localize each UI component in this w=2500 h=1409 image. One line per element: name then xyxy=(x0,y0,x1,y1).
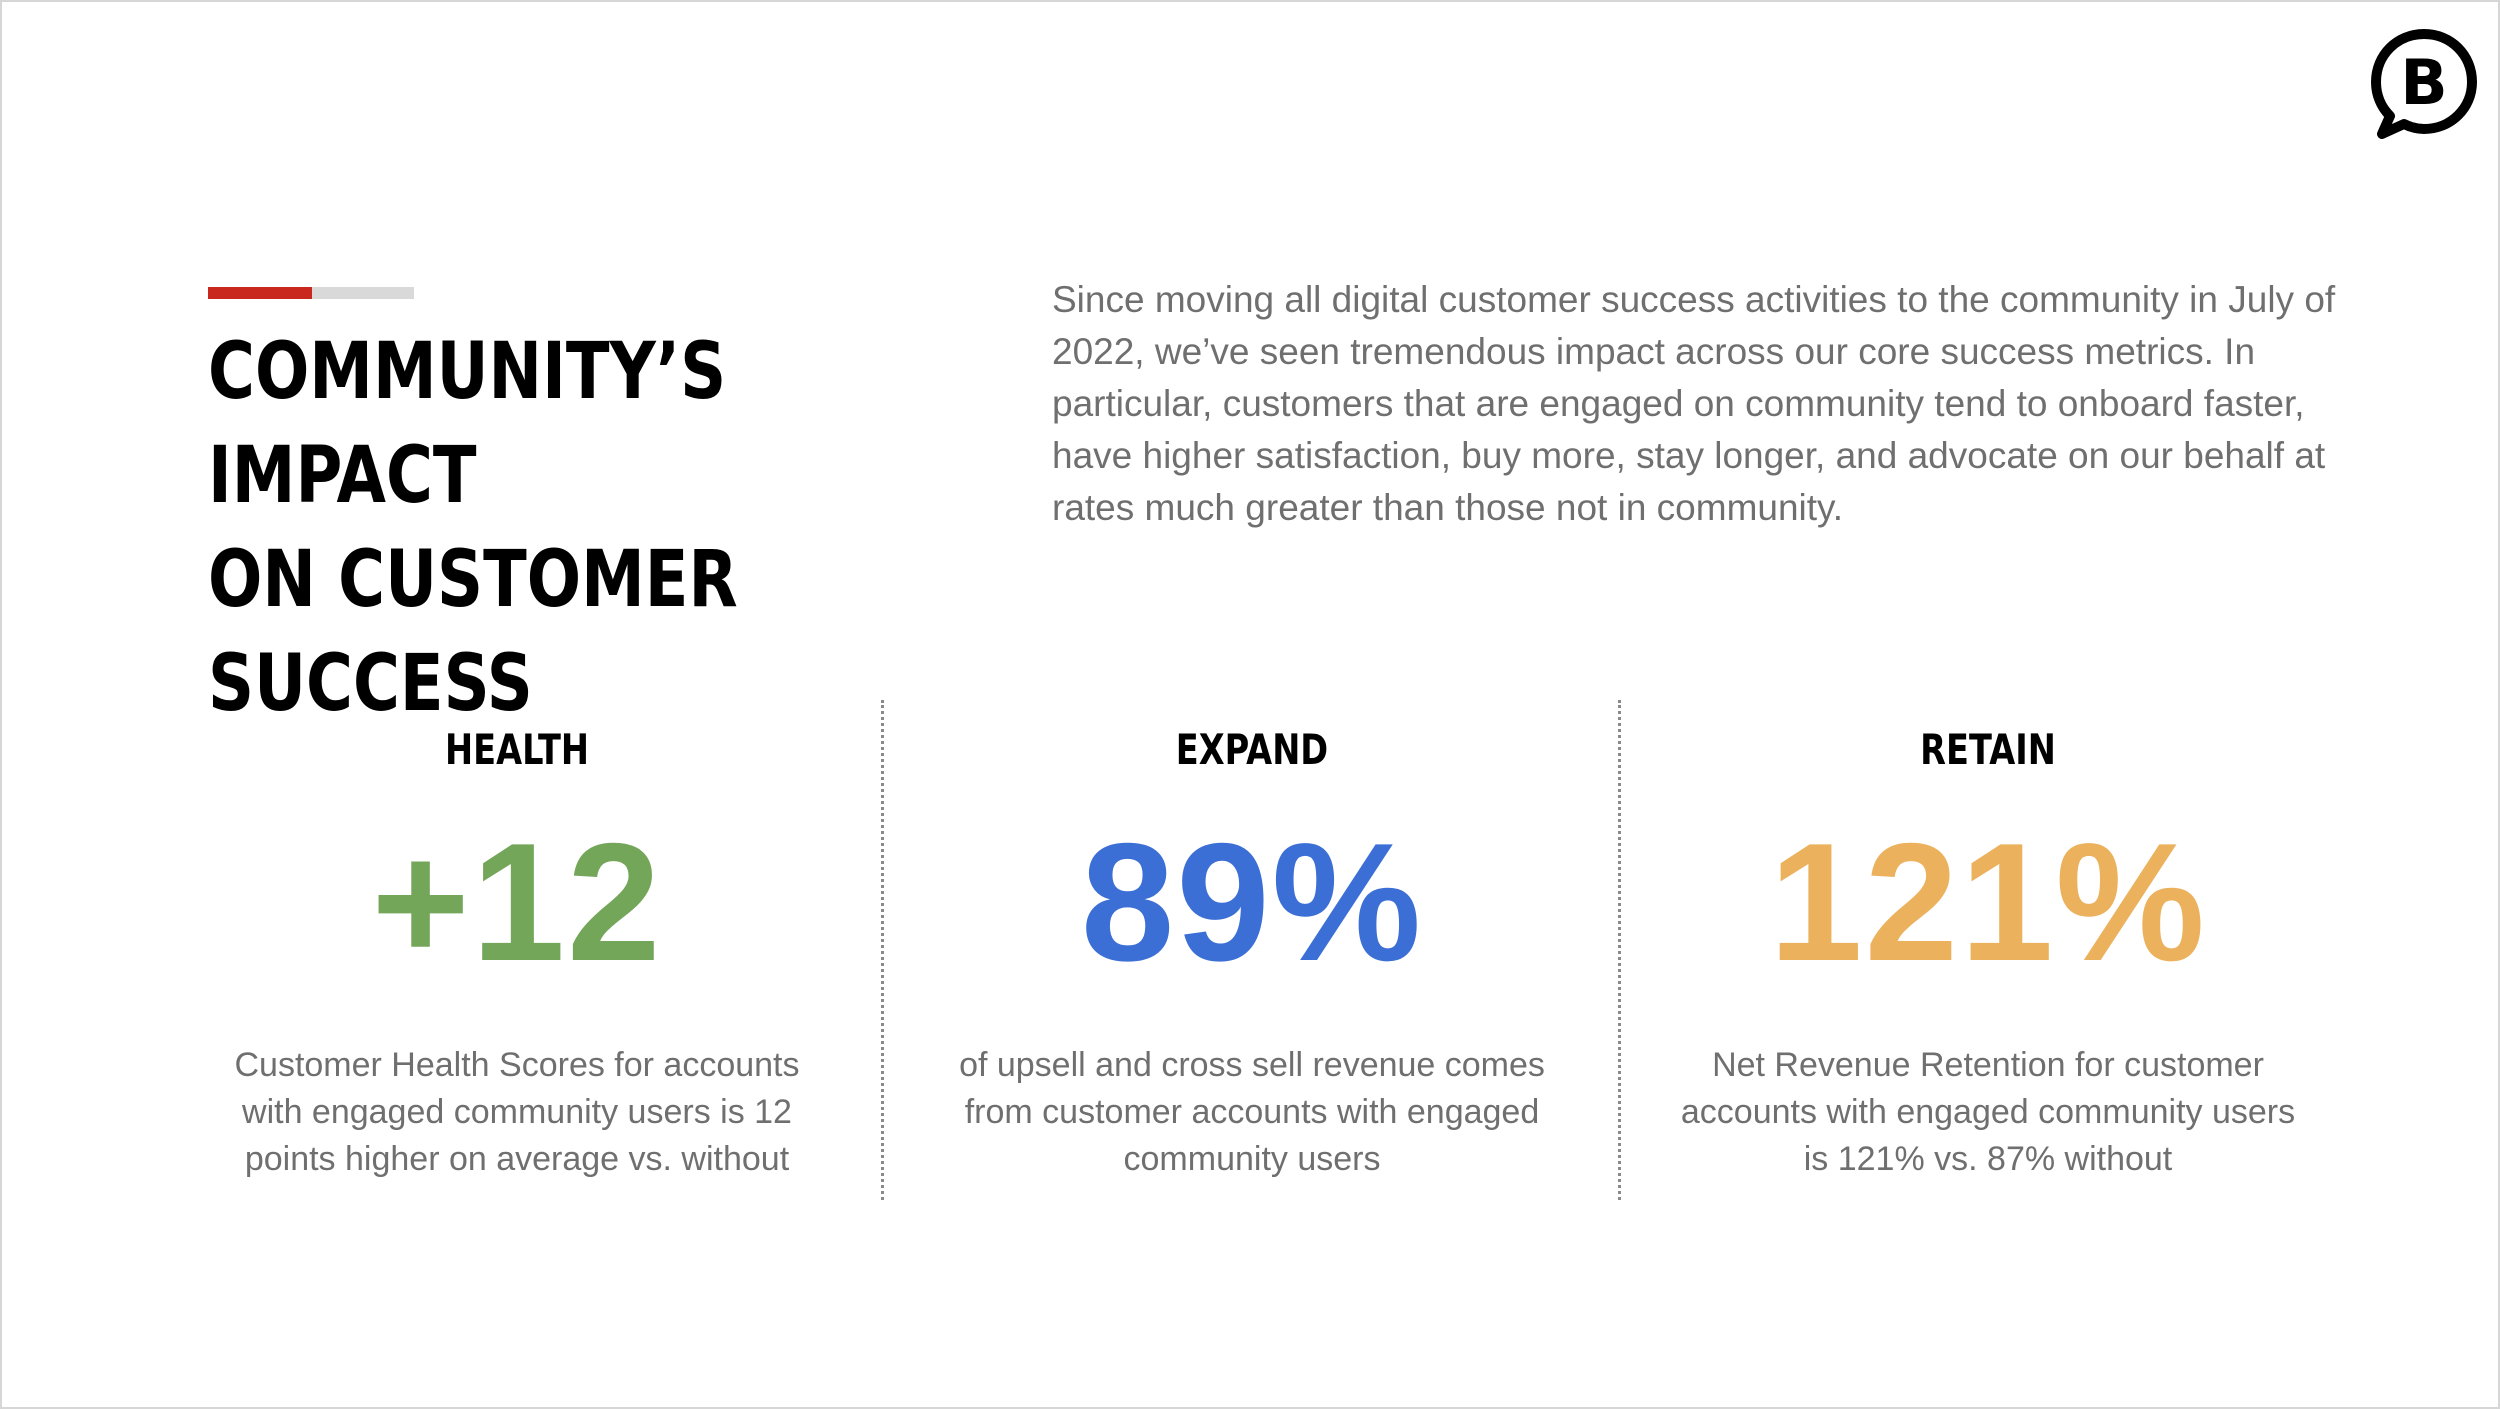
accent-bar-grey-segment xyxy=(312,287,414,299)
intro-paragraph: Since moving all digital customer succes… xyxy=(1052,279,2336,528)
metric-health: HEALTH +12 Customer Health Scores for ac… xyxy=(207,720,827,1183)
metric-label: RETAIN xyxy=(1920,725,2056,774)
metric-retain: RETAIN 121% Net Revenue Retention for cu… xyxy=(1678,720,2298,1183)
metric-description: of upsell and cross sell revenue comes f… xyxy=(959,1046,1545,1178)
column-divider xyxy=(881,700,884,1200)
b-speech-bubble-icon: B xyxy=(2371,29,2477,139)
metric-expand: EXPAND 89% of upsell and cross sell reve… xyxy=(942,720,1562,1183)
metric-label: EXPAND xyxy=(1175,725,1329,774)
metric-value: +12 xyxy=(371,808,663,996)
title-accent-bar xyxy=(208,287,414,299)
slide-title: COMMUNITY’S IMPACT ON CUSTOMER SUCCESS xyxy=(208,327,738,729)
metric-value: 121% xyxy=(1769,808,2207,996)
metric-value: 89% xyxy=(1080,808,1424,996)
column-divider xyxy=(1618,700,1621,1200)
accent-bar-red-segment xyxy=(208,287,312,299)
metric-description: Net Revenue Retention for customer accou… xyxy=(1680,1046,2296,1178)
metric-description: Customer Health Scores for accounts with… xyxy=(234,1046,800,1178)
logo-letter: B xyxy=(2400,46,2447,119)
metric-label: HEALTH xyxy=(445,725,589,774)
